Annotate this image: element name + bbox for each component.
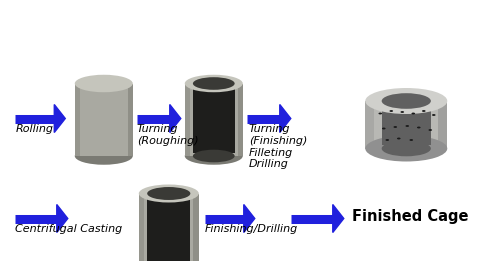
Ellipse shape [428, 129, 432, 131]
FancyBboxPatch shape [438, 101, 448, 149]
FancyBboxPatch shape [194, 193, 199, 261]
FancyBboxPatch shape [185, 84, 243, 156]
FancyBboxPatch shape [366, 101, 374, 149]
Ellipse shape [432, 114, 436, 116]
Polygon shape [57, 205, 68, 233]
Ellipse shape [147, 187, 190, 200]
Text: Centrifugal Casting: Centrifugal Casting [16, 224, 122, 234]
FancyBboxPatch shape [139, 193, 199, 261]
FancyBboxPatch shape [75, 84, 80, 156]
Ellipse shape [422, 110, 426, 112]
Ellipse shape [382, 128, 386, 129]
FancyBboxPatch shape [382, 101, 431, 145]
Polygon shape [170, 104, 181, 133]
Ellipse shape [412, 112, 415, 115]
FancyBboxPatch shape [185, 84, 190, 156]
FancyBboxPatch shape [139, 193, 144, 261]
FancyBboxPatch shape [147, 193, 190, 261]
Ellipse shape [397, 138, 400, 139]
Ellipse shape [394, 126, 397, 128]
Text: Turning
(Finishing)
Filleting
Drilling: Turning (Finishing) Filleting Drilling [249, 124, 307, 169]
Text: Finished Cage: Finished Cage [352, 210, 469, 224]
Ellipse shape [382, 141, 431, 156]
Ellipse shape [386, 139, 389, 141]
Polygon shape [333, 205, 344, 233]
Ellipse shape [378, 112, 382, 115]
Text: Turning
(Roughing): Turning (Roughing) [137, 124, 198, 146]
Polygon shape [54, 104, 66, 133]
FancyBboxPatch shape [238, 84, 243, 156]
Ellipse shape [185, 147, 243, 165]
Ellipse shape [75, 147, 133, 165]
Polygon shape [244, 205, 255, 233]
Polygon shape [280, 104, 291, 133]
Ellipse shape [185, 75, 243, 92]
Ellipse shape [193, 150, 234, 162]
Ellipse shape [193, 77, 234, 90]
FancyBboxPatch shape [366, 101, 448, 149]
Ellipse shape [75, 75, 133, 92]
FancyBboxPatch shape [128, 84, 133, 156]
Ellipse shape [382, 93, 431, 109]
FancyBboxPatch shape [75, 84, 133, 156]
Ellipse shape [366, 88, 448, 114]
Ellipse shape [400, 111, 404, 113]
FancyBboxPatch shape [193, 84, 234, 153]
Ellipse shape [139, 185, 199, 203]
Ellipse shape [406, 125, 409, 127]
Ellipse shape [366, 135, 448, 162]
Ellipse shape [410, 139, 413, 141]
Ellipse shape [417, 127, 420, 128]
Text: Finishing/Drilling: Finishing/Drilling [205, 224, 298, 234]
Ellipse shape [390, 110, 393, 112]
Text: Rolling: Rolling [16, 124, 54, 134]
